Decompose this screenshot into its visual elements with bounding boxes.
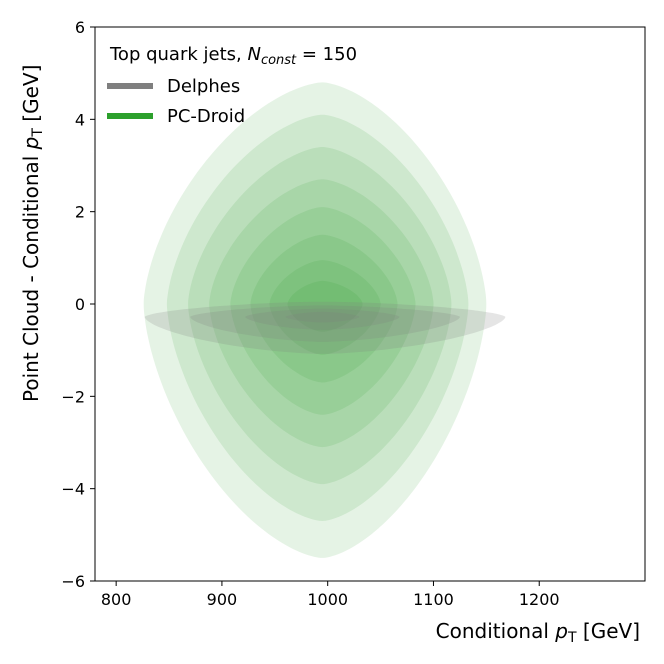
x-axis: 800 900 1000 1100 1200 — [101, 581, 560, 609]
legend-label-pc-droid: PC-Droid — [167, 106, 245, 127]
x-tick-label: 900 — [207, 590, 238, 609]
pc-droid-contour-level-3 — [188, 147, 452, 485]
x-tick-label: 1000 — [307, 590, 348, 609]
x-tick-label: 1200 — [519, 590, 560, 609]
pc-droid-contour-level-2 — [166, 114, 469, 521]
pc-droid-contour-level-6 — [250, 234, 398, 383]
y-axis-label: Point Cloud - Conditional pT [GeV] — [19, 65, 46, 402]
delphes-contour-level-2 — [190, 305, 460, 342]
delphes-contours — [144, 301, 506, 354]
pc-droid-contour-level-8 — [287, 280, 363, 332]
y-tick-label: 2 — [75, 203, 85, 222]
delphes-contour-level-4 — [285, 311, 360, 323]
y-axis: −6 −4 −2 0 2 4 6 — [61, 18, 95, 591]
x-axis-label: Conditional pT [GeV] — [436, 619, 640, 646]
delphes-contour-level-1 — [144, 301, 506, 354]
delphes-contour-level-3 — [245, 308, 400, 330]
y-tick-label: 0 — [75, 295, 85, 314]
x-tick-label: 1100 — [413, 590, 454, 609]
x-tick-label: 800 — [101, 590, 132, 609]
legend-title: Top quark jets, Nconst = 150 — [109, 44, 357, 68]
pc-droid-contours — [143, 82, 487, 558]
y-tick-label: −2 — [61, 387, 85, 406]
legend-label-delphes: Delphes — [167, 76, 240, 97]
pc-droid-contour-level-5 — [230, 207, 416, 415]
legend: Top quark jets, Nconst = 150 Delphes PC-… — [107, 44, 357, 127]
pc-droid-contour-level-7 — [269, 260, 381, 355]
y-tick-label: −6 — [61, 572, 85, 591]
y-tick-label: 6 — [75, 18, 85, 37]
pc-droid-contour-level-4 — [209, 179, 434, 448]
pc-droid-contour-level-1 — [143, 82, 487, 558]
y-tick-label: −4 — [61, 480, 85, 499]
y-tick-label: 4 — [75, 110, 85, 129]
